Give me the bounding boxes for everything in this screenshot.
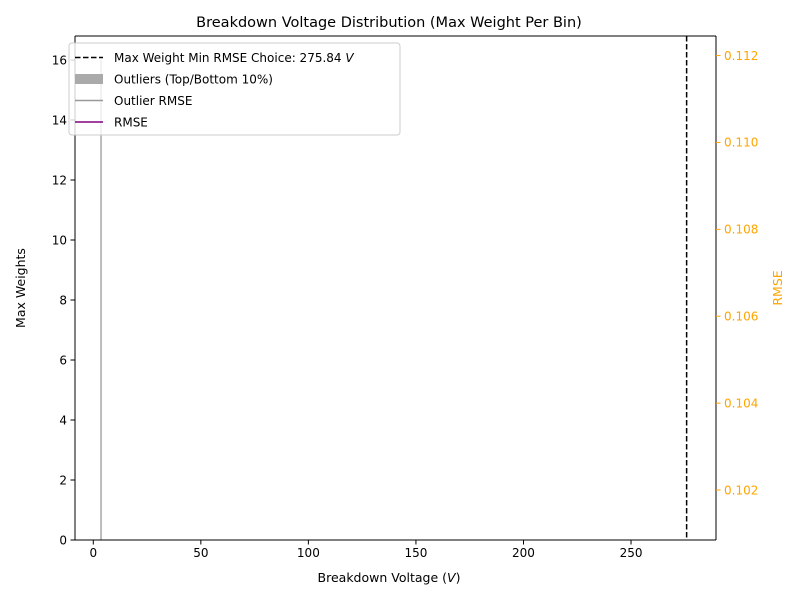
y-tick-label: 14 <box>52 113 67 127</box>
legend-label-main: Max Weight Min RMSE Choice: 275.84 <box>114 51 345 65</box>
y2-tick-label: 0.106 <box>724 310 758 324</box>
tick-marks: 0 50 100 150 200 250 0 2 4 6 8 10 12 14 16 0.102 0.104 0.… <box>52 49 759 560</box>
y-tick-label: 10 <box>52 233 67 247</box>
y2-tick-label: 0.104 <box>724 396 758 410</box>
legend-label: Outlier RMSE <box>114 94 192 108</box>
x-axis-label-close: ) <box>456 570 461 585</box>
legend-label: Max Weight Min RMSE Choice: 275.84 V <box>114 51 354 65</box>
legend: Max Weight Min RMSE Choice: 275.84 V Outl… <box>68 42 401 136</box>
y-tick-label: 16 <box>52 53 67 67</box>
y2-tick-label: 0.108 <box>724 223 758 237</box>
x-tick-label: 150 <box>404 546 427 560</box>
y-axis-label: Max Weights <box>13 248 28 328</box>
legend-box <box>68 42 401 136</box>
legend-label-main: Outlier RMSE <box>114 94 192 108</box>
x-tick-label: 100 <box>297 546 320 560</box>
legend-handle-patch <box>75 74 103 84</box>
x-axis-label: Breakdown Voltage (V) <box>318 570 461 585</box>
outlier-bars <box>100 60 102 540</box>
y-tick-label: 2 <box>59 473 67 487</box>
y-tick-label: 12 <box>52 173 67 187</box>
y-tick-label: 6 <box>59 353 67 367</box>
legend-label-main: RMSE <box>114 115 148 129</box>
y-tick-label: 0 <box>59 533 67 547</box>
y2-tick-label: 0.112 <box>724 49 758 63</box>
x-tick-label: 0 <box>89 546 97 560</box>
outlier-bar <box>100 60 102 540</box>
x-axis-label-main: Breakdown Voltage ( <box>318 570 447 585</box>
y-tick-label: 4 <box>59 413 67 427</box>
y2-tick-label: 0.102 <box>724 483 758 497</box>
x-tick-label: 50 <box>193 546 208 560</box>
x-tick-label: 250 <box>620 546 643 560</box>
legend-label: Outliers (Top/Bottom 10%) <box>114 72 273 86</box>
y2-tick-label: 0.110 <box>724 136 758 150</box>
x-axis-label-unit: V <box>447 570 457 585</box>
chart-title: Breakdown Voltage Distribution (Max Weig… <box>196 15 582 31</box>
legend-label-unit: V <box>345 51 354 65</box>
secondary-y-axis-label: RMSE <box>770 270 785 305</box>
x-tick-label: 200 <box>512 546 535 560</box>
legend-label: RMSE <box>114 115 148 129</box>
y-tick-label: 8 <box>59 293 67 307</box>
legend-label-main: Outliers (Top/Bottom 10%) <box>114 72 273 86</box>
